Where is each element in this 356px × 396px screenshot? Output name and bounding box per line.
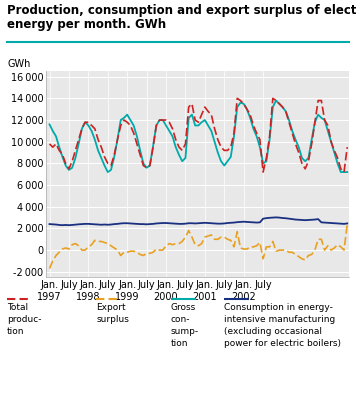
Text: Production, consumption and export surplus of electric: Production, consumption and export surpl… bbox=[7, 4, 356, 17]
Text: Gross: Gross bbox=[171, 303, 196, 312]
Text: produc-: produc- bbox=[7, 315, 42, 324]
Text: tion: tion bbox=[7, 327, 25, 336]
Text: Total: Total bbox=[7, 303, 28, 312]
Text: con-: con- bbox=[171, 315, 190, 324]
Text: surplus: surplus bbox=[96, 315, 129, 324]
Text: GWh: GWh bbox=[7, 59, 31, 69]
Text: Consumption in energy-: Consumption in energy- bbox=[224, 303, 333, 312]
Text: Export: Export bbox=[96, 303, 126, 312]
Text: energy per month. GWh: energy per month. GWh bbox=[7, 18, 166, 31]
Text: sump-: sump- bbox=[171, 327, 199, 336]
Text: tion: tion bbox=[171, 339, 188, 348]
Text: power for electric boilers): power for electric boilers) bbox=[224, 339, 341, 348]
Text: (excluding occasional: (excluding occasional bbox=[224, 327, 322, 336]
Text: intensive manufacturing: intensive manufacturing bbox=[224, 315, 335, 324]
